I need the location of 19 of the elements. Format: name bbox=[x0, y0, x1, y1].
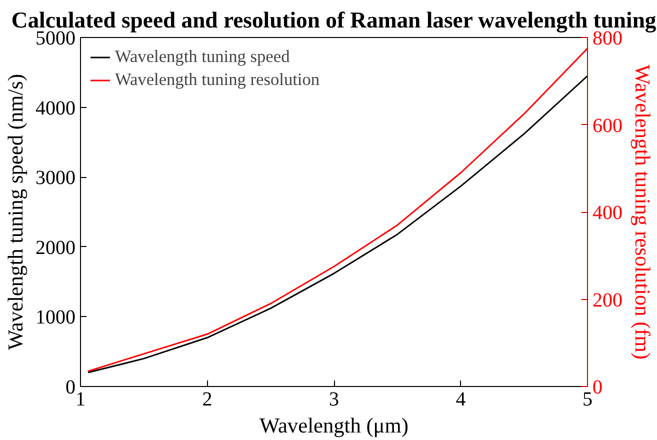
x-axis-title: Wavelength (μm) bbox=[260, 414, 408, 438]
y2-tick-label: 400 bbox=[592, 202, 622, 224]
y-tick-label: 4000 bbox=[36, 97, 76, 120]
y-axis-title: Wavelength tuning speed (nm/s) bbox=[4, 74, 28, 350]
legend-label: Wavelength tuning resolution bbox=[115, 70, 320, 90]
y-tick-label: 0 bbox=[66, 376, 76, 398]
y-tick-label: 3000 bbox=[36, 167, 76, 190]
y-tick-label: 1000 bbox=[36, 306, 76, 329]
x-tick-label: 1 bbox=[76, 388, 86, 410]
x-tick-label: 5 bbox=[582, 388, 592, 410]
y-tick-label: 2000 bbox=[36, 236, 76, 259]
y2-tick-label: 600 bbox=[592, 114, 622, 137]
y2-tick-label: 200 bbox=[592, 289, 622, 312]
y2-tick-label: 0 bbox=[592, 376, 602, 398]
x-tick-label: 2 bbox=[202, 388, 212, 410]
x-tick-label: 4 bbox=[456, 388, 466, 410]
legend-label: Wavelength tuning speed bbox=[115, 47, 290, 67]
x-tick-label: 3 bbox=[329, 388, 339, 410]
y2-axis-title: Wavelength tuning resolution (fm) bbox=[630, 64, 654, 360]
